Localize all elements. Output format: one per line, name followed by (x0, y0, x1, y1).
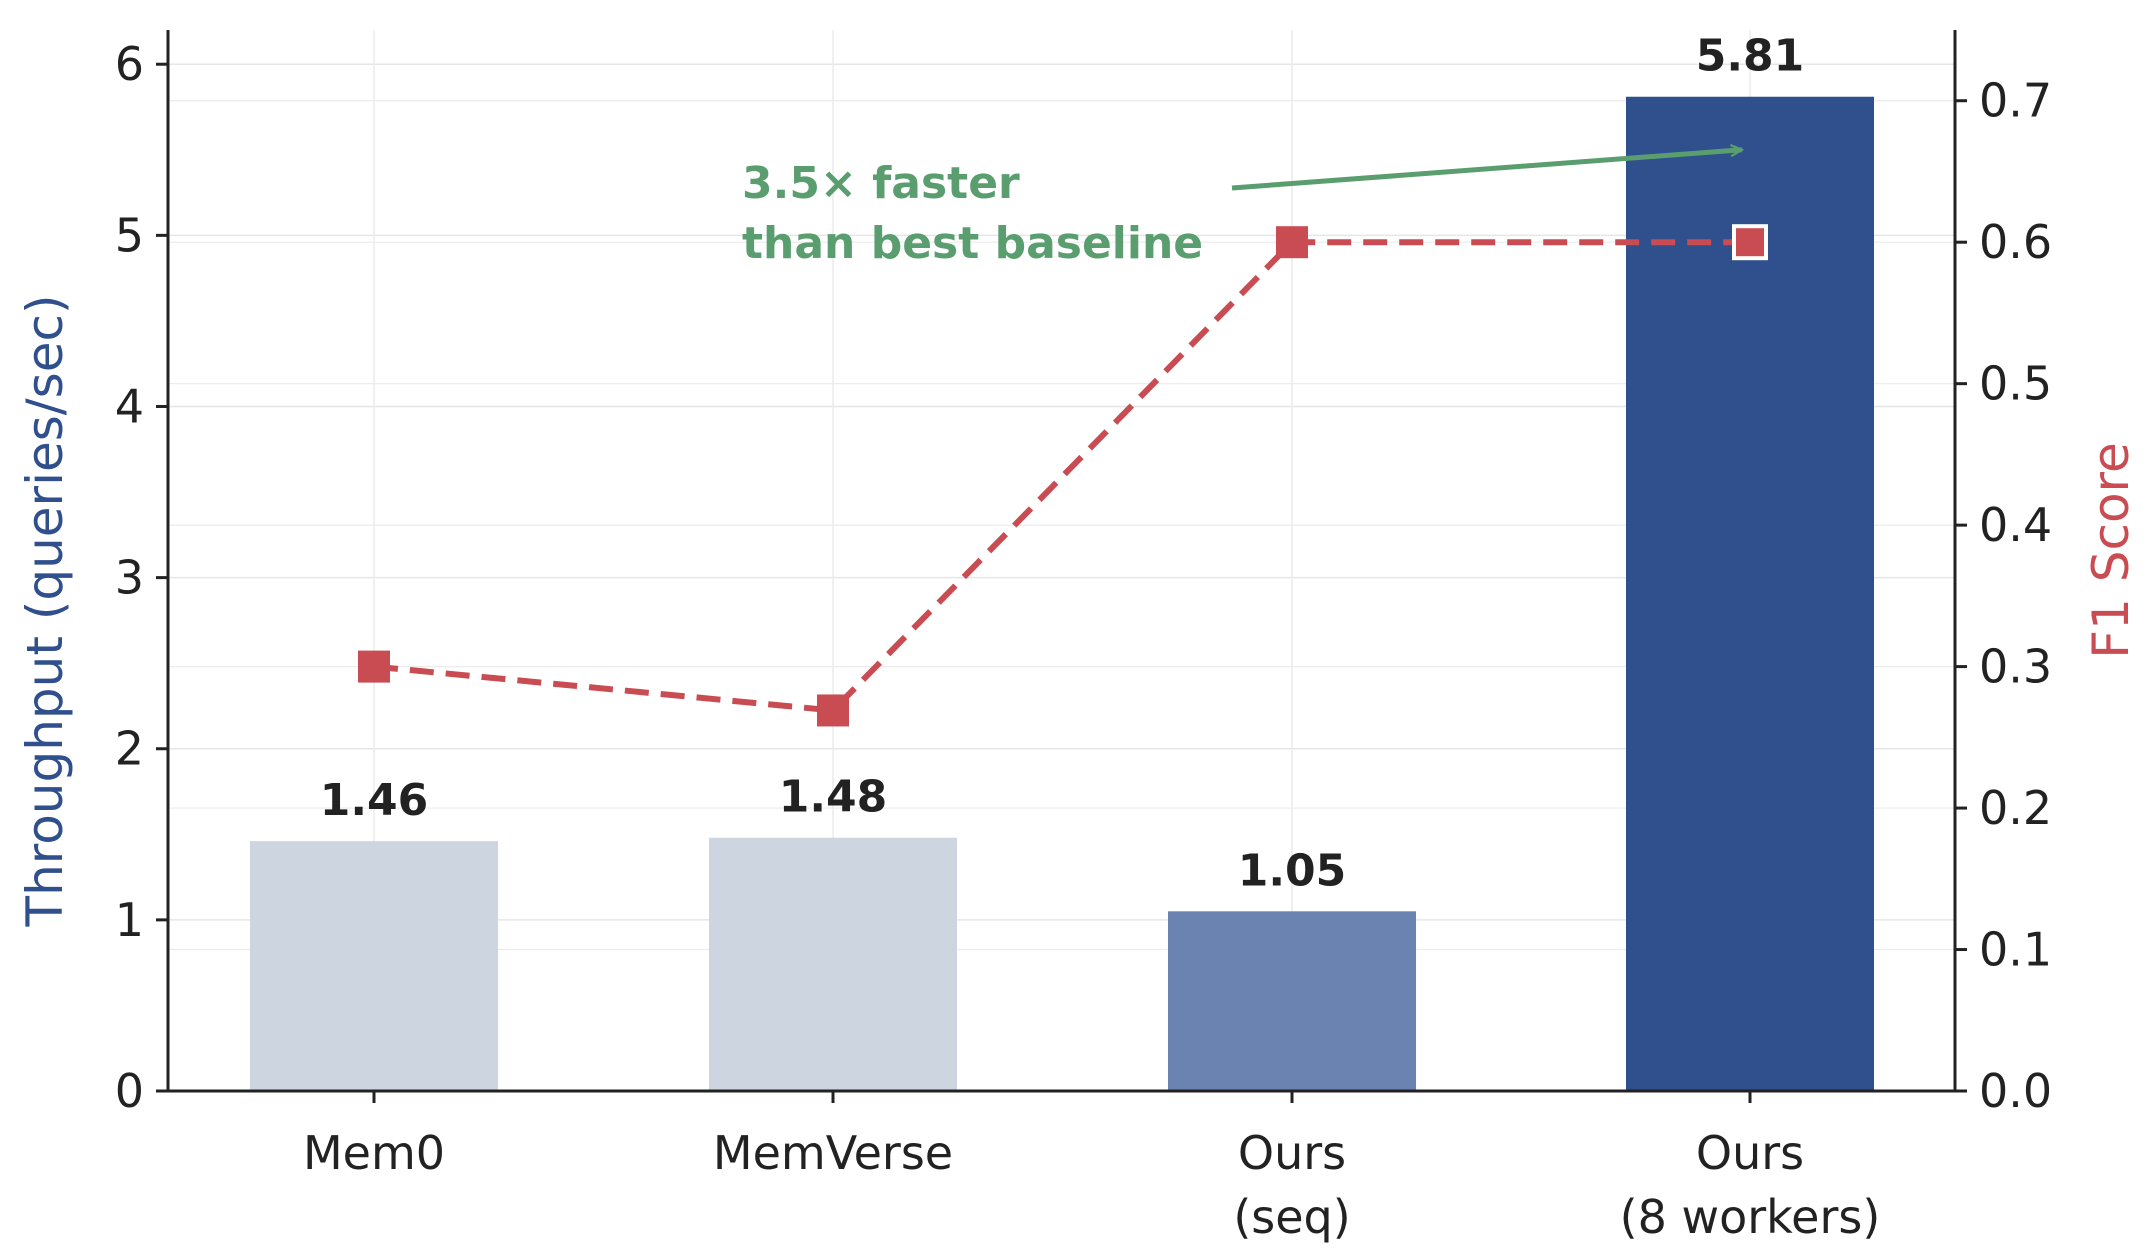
right-axis-title: F1 Score (2082, 442, 2140, 659)
f1-line (358, 224, 1768, 727)
annotation-text-1: than best baseline (742, 218, 1203, 269)
bar-3 (1626, 96, 1874, 1091)
left-tick-label-4: 4 (115, 379, 144, 433)
f1-line-path (373, 239, 1750, 714)
x-tick-label-2-0: Ours (1238, 1126, 1346, 1180)
x-tick-label-3-1: (8 workers) (1620, 1190, 1881, 1244)
bar-value-label-3: 5.81 (1696, 31, 1805, 82)
bar-value-label-1: 1.48 (779, 772, 888, 823)
left-tick-label-0: 0 (115, 1064, 144, 1118)
left-tick-label-5: 5 (115, 208, 144, 262)
left-tick-label-3: 3 (115, 551, 144, 605)
left-tick-label-2: 2 (115, 722, 144, 776)
right-tick-label-0.1: 0.1 (1979, 923, 2052, 977)
right-tick-label-0.5: 0.5 (1979, 357, 2052, 411)
right-tick-label-0.6: 0.6 (1979, 215, 2052, 269)
right-tick-label-0.7: 0.7 (1979, 74, 2052, 128)
x-tick-label-1-0: MemVerse (713, 1126, 953, 1180)
right-tick-label-0.4: 0.4 (1979, 498, 2052, 552)
annotation-text-0: 3.5× faster (742, 158, 1020, 209)
labels: 1.46 1.48 1.05 5.81 3.5× faster than best bas… (320, 31, 1805, 897)
x-tick-label-3-0: Ours (1696, 1126, 1804, 1180)
axes: 0 1 2 3 4 5 6 0.0 0.1 0.2 0.3 0.4 0.5 0.6 0.7 Mem0 MemVe… (16, 30, 2140, 1244)
annotation-arrow (1231, 150, 1742, 191)
right-tick-label-0.2: 0.2 (1979, 781, 2052, 835)
left-tick-label-1: 1 (115, 893, 144, 947)
f1-point-1 (817, 694, 849, 727)
bar-value-label-0: 1.46 (320, 775, 429, 826)
right-tick-label-0.0: 0.0 (1979, 1064, 2052, 1118)
f1-point-0 (358, 650, 390, 683)
bar-1 (709, 837, 957, 1091)
left-axis-title: Throughput (queries/sec) (16, 295, 74, 928)
x-tick-label-2-1: (seq) (1233, 1190, 1350, 1244)
bar-2 (1168, 911, 1416, 1091)
f1-point-3 (1732, 224, 1768, 261)
bars (250, 96, 1874, 1091)
left-tick-label-6: 6 (115, 37, 144, 91)
right-tick-label-0.3: 0.3 (1979, 640, 2052, 694)
f1-point-2 (1276, 226, 1308, 259)
bar-value-label-2: 1.05 (1238, 845, 1347, 896)
bar-0 (250, 841, 498, 1091)
x-tick-label-0-0: Mem0 (303, 1126, 445, 1180)
